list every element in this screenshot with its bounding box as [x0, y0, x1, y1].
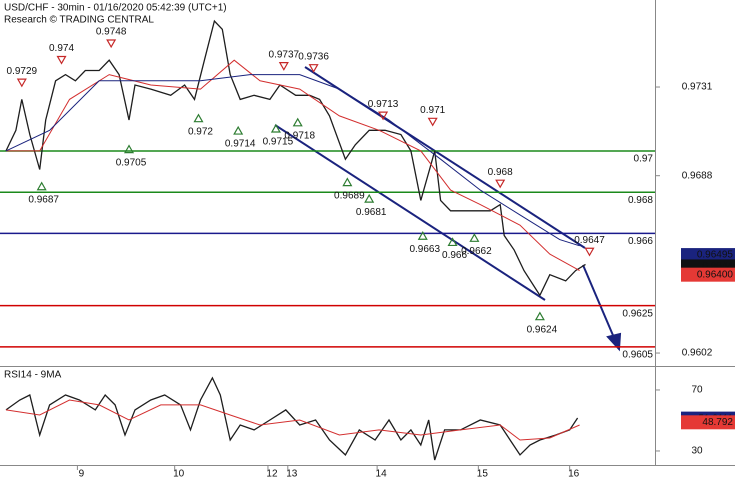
high-label: 0.968: [488, 167, 513, 178]
x-tick-label: 16: [568, 469, 580, 480]
series-line: [6, 59, 580, 272]
low-marker: [233, 125, 244, 135]
price-box-label: 0.96495: [697, 250, 734, 261]
chart-title: USD/CHF - 30min - 01/16/2020 05:42:39 (U…: [4, 3, 227, 14]
low-marker: [447, 237, 458, 247]
x-tick-label: 12: [266, 469, 278, 480]
level-label: 0.968: [628, 195, 653, 206]
high-marker: [106, 39, 117, 49]
high-marker: [16, 78, 27, 88]
price-box-label: 0.9644: [702, 261, 733, 272]
level-label: 0.97: [634, 154, 654, 165]
x-tick-label: 14: [376, 469, 388, 480]
low-label: 0.9624: [527, 324, 558, 335]
low-label: 0.9662: [461, 246, 492, 257]
low-label: 0.9687: [28, 194, 59, 205]
low-label: 0.966: [442, 250, 467, 261]
high-label: 0.9713: [368, 99, 399, 110]
high-label: 0.971: [420, 105, 445, 116]
y-tick-label: 30: [691, 446, 703, 457]
low-label: 0.9705: [116, 157, 147, 168]
low-marker: [342, 177, 353, 187]
y-tick-label: 0.9731: [682, 82, 713, 93]
x-tick-label: 10: [173, 469, 185, 480]
chart-subtitle: Research © TRADING CENTRAL: [4, 15, 154, 26]
high-marker: [584, 247, 595, 257]
y-tick-label: 0.9688: [682, 170, 713, 181]
series-line: [5, 376, 579, 461]
low-label: 0.9681: [356, 207, 387, 218]
high-marker: [56, 55, 67, 65]
series-line: [5, 399, 580, 441]
price-box-label: 0.96400: [697, 269, 734, 280]
low-label: 0.9689: [334, 190, 365, 201]
high-marker: [378, 111, 389, 121]
level-label: 0.966: [628, 236, 653, 247]
price-box: [681, 267, 735, 282]
channel-lower: [274, 124, 546, 301]
low-label: 0.9715: [263, 137, 294, 148]
high-marker: [278, 62, 289, 71]
low-label: 0.9718: [284, 130, 315, 141]
level-label: 0.9605: [622, 349, 653, 360]
high-label: 0.9737: [269, 49, 300, 60]
high-label: 0.974: [49, 43, 74, 54]
low-label: 0.972: [188, 126, 213, 137]
price-box: [681, 248, 735, 263]
high-marker: [495, 179, 506, 189]
x-tick-label: 13: [286, 469, 298, 480]
low-marker: [123, 144, 135, 154]
low-marker: [417, 231, 428, 240]
x-tick-label: 15: [477, 469, 489, 480]
y-tick-label: 70: [691, 385, 703, 396]
low-label: 0.9663: [409, 244, 440, 255]
low-marker: [193, 113, 204, 123]
high-marker: [427, 117, 438, 127]
series-line: [5, 74, 580, 247]
price-box-label: 48.792: [702, 417, 733, 428]
low-marker: [270, 123, 281, 133]
low-label: 0.9714: [225, 139, 256, 150]
arrow-head: [606, 332, 622, 352]
level-label: 0.9625: [622, 308, 653, 319]
low-marker: [36, 181, 47, 191]
high-marker: [308, 64, 319, 73]
rsi-title: RSI14 - 9MA: [4, 370, 62, 381]
x-tick-label: 9: [79, 469, 85, 480]
low-marker: [292, 117, 303, 127]
low-marker: [364, 193, 375, 203]
low-marker: [534, 311, 545, 321]
series-line: [5, 19, 586, 297]
forecast-arrow: [582, 264, 616, 341]
price-box: [681, 415, 735, 430]
low-marker: [469, 233, 480, 242]
high-label: 0.9729: [7, 66, 38, 77]
high-label: 0.9736: [298, 51, 329, 62]
y-tick-label: 0.9602: [682, 348, 713, 359]
high-label: 0.9748: [96, 27, 127, 38]
high-label: 0.9647: [574, 235, 605, 246]
